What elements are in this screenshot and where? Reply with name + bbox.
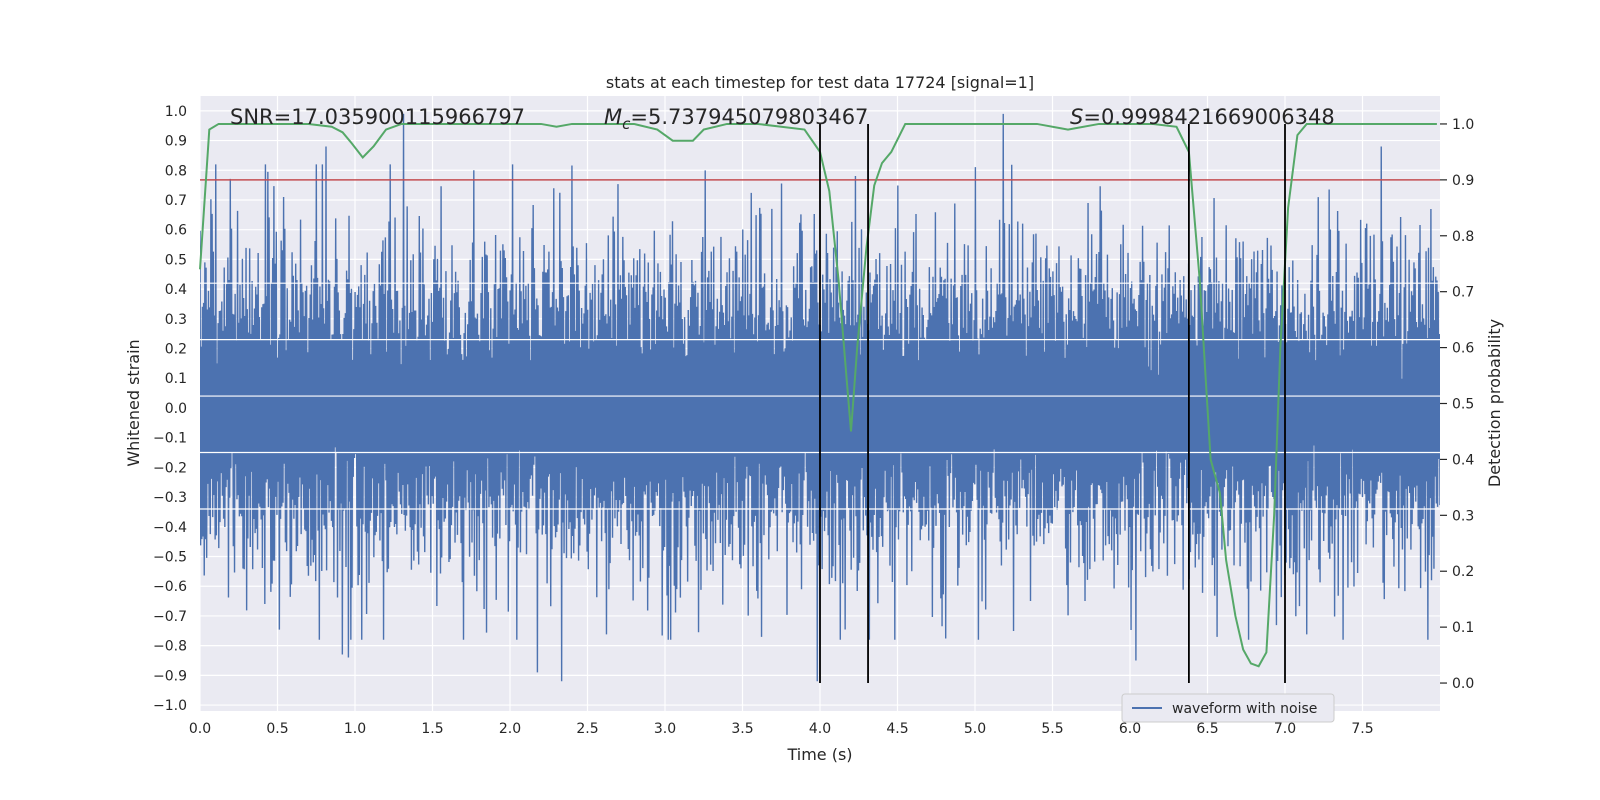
y-tick-label: 0.6 bbox=[165, 223, 187, 239]
y-tick-label: 0.1 bbox=[165, 371, 187, 387]
y-tick-label: 0.2 bbox=[165, 342, 187, 358]
y-tick-label: −0.3 bbox=[153, 490, 187, 506]
y-ticks: −1.0 −0.9 −0.8 −0.7 −0.6 −0.5 −0.4 −0.3 −0.2 −0.1… bbox=[153, 104, 187, 714]
chirp-mass-subscript: c bbox=[622, 115, 631, 133]
x-tick-label: 3.5 bbox=[731, 721, 753, 737]
y2-axis-label: Detection probability bbox=[1485, 319, 1504, 487]
legend-box bbox=[1121, 693, 1335, 723]
score-value: =0.9998421669006348 bbox=[1083, 105, 1334, 129]
x-tick-label: 1.0 bbox=[344, 721, 366, 737]
y2-tick-label: 0.0 bbox=[1452, 676, 1474, 692]
y2-tick-label: 0.8 bbox=[1452, 229, 1474, 245]
snr-annotation: SNR=17.035900115966797 bbox=[230, 105, 525, 129]
y-tick-label: −0.1 bbox=[153, 431, 187, 447]
y2-tick-label: 0.1 bbox=[1452, 620, 1474, 636]
y-tick-label: −0.2 bbox=[153, 460, 187, 476]
y2-tick-label: 1.0 bbox=[1452, 117, 1474, 133]
x-tick-label: 0.5 bbox=[266, 721, 288, 737]
y-tick-label: 0.0 bbox=[165, 401, 187, 417]
chirp-mass-annotation: Mc=5.737945079803467 bbox=[604, 105, 868, 133]
y-tick-label: 0.3 bbox=[165, 312, 187, 328]
y2-tick-label: 0.9 bbox=[1452, 173, 1474, 189]
y-tick-label: 0.5 bbox=[165, 252, 187, 268]
vertical-markers bbox=[819, 123, 1286, 684]
y-tick-label: −1.0 bbox=[153, 698, 187, 714]
y-tick-label: −0.7 bbox=[153, 609, 187, 625]
x-tick-label: 4.0 bbox=[809, 721, 831, 737]
x-tick-label: 2.5 bbox=[576, 721, 598, 737]
y-tick-label: −0.9 bbox=[153, 668, 187, 684]
x-tick-label: 1.5 bbox=[421, 721, 443, 737]
y2-tick-label: 0.6 bbox=[1452, 341, 1474, 357]
legend-label-waveform: waveform with noise bbox=[1172, 701, 1317, 717]
legend: waveform with noise bbox=[1121, 693, 1335, 723]
x-tick-label: 7.0 bbox=[1274, 721, 1296, 737]
y-tick-label: −0.4 bbox=[153, 520, 187, 536]
y-tick-label: 0.9 bbox=[165, 134, 187, 150]
x-tick-label: 2.0 bbox=[499, 721, 521, 737]
x-ticks: 0.0 0.5 1.0 1.5 2.0 2.5 3.0 3.5 4.0 4.5 5.0 5.5 6.0 6… bbox=[189, 721, 1374, 737]
y-tick-label: 1.0 bbox=[165, 104, 187, 120]
x-tick-label: 3.0 bbox=[654, 721, 676, 737]
x-tick-label: 5.0 bbox=[964, 721, 986, 737]
y-tick-label: 0.4 bbox=[165, 282, 187, 298]
x-tick-label: 5.5 bbox=[1041, 721, 1063, 737]
y2-tick-label: 0.5 bbox=[1452, 397, 1474, 413]
y-axis-label: Whitened strain bbox=[124, 339, 143, 466]
y2-ticks: 0.0 0.1 0.2 0.3 0.4 0.5 0.6 0.7 0.8 0.9 1.0 bbox=[1440, 117, 1474, 692]
y2-tick-label: 0.2 bbox=[1452, 564, 1474, 580]
y2-tick-label: 0.7 bbox=[1452, 285, 1474, 301]
y2-tick-label: 0.3 bbox=[1452, 508, 1474, 524]
y-tick-label: −0.6 bbox=[153, 579, 187, 595]
chirp-mass-value: =5.737945079803467 bbox=[630, 105, 868, 129]
y-tick-label: 0.7 bbox=[165, 193, 187, 209]
probability-series bbox=[199, 122, 1437, 668]
x-tick-label: 7.5 bbox=[1351, 721, 1373, 737]
chart-title: stats at each timestep for test data 177… bbox=[606, 73, 1034, 92]
x-tick-label: 0.0 bbox=[189, 721, 211, 737]
x-tick-label: 6.5 bbox=[1196, 721, 1218, 737]
score-symbol: S bbox=[1070, 105, 1083, 129]
y-tick-label: −0.8 bbox=[153, 639, 187, 655]
x-tick-label: 6.0 bbox=[1119, 721, 1141, 737]
y-tick-label: −0.5 bbox=[153, 550, 187, 566]
x-tick-label: 4.5 bbox=[886, 721, 908, 737]
x-axis-label: Time (s) bbox=[786, 745, 852, 764]
chirp-mass-symbol: M bbox=[604, 105, 622, 129]
score-annotation: S=0.9998421669006348 bbox=[1070, 105, 1335, 129]
y-tick-label: 0.8 bbox=[165, 163, 187, 179]
probability-line bbox=[199, 122, 1437, 668]
y2-tick-label: 0.4 bbox=[1452, 452, 1474, 468]
